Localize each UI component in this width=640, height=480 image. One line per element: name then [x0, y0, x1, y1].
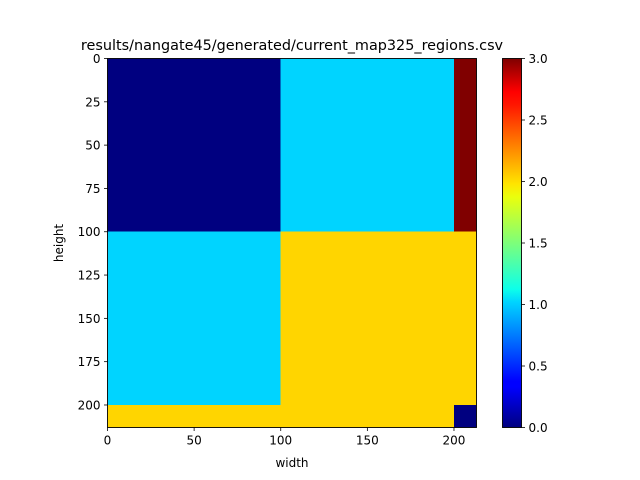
y-tick-label: 150: [78, 312, 101, 326]
y-tick-label: 25: [85, 95, 100, 109]
y-tick-label: 75: [85, 182, 100, 196]
colorbar-tick-label: 1.0: [529, 298, 548, 312]
x-tick-label: 150: [356, 434, 379, 448]
x-tick-label: 0: [104, 434, 112, 448]
y-tick-label: 100: [78, 225, 101, 239]
colorbar-gradient: [502, 58, 522, 428]
x-axis-label: width: [275, 456, 308, 470]
y-axis-ticks: 0 25 50 75 100 125 150 175 200: [78, 52, 108, 412]
heatmap-region-1: [280, 58, 454, 232]
heatmap-region-3: [107, 231, 281, 405]
chart-title: results/nangate45/generated/current_map3…: [81, 38, 504, 54]
y-tick-label: 50: [85, 139, 100, 153]
colorbar-tick-label: 2.0: [529, 175, 548, 189]
y-tick-label: 200: [78, 398, 101, 412]
colorbar-tick-label: 1.5: [529, 237, 548, 251]
heatmap-region-5: [107, 404, 454, 428]
plot-area: 0 50 100 150 200 0 25 50 75 100 125 150 175 200: [78, 52, 477, 448]
heatmap-region-4: [280, 231, 477, 405]
x-axis-ticks: 0 50 100 150 200: [104, 427, 466, 448]
y-tick-label: 0: [93, 52, 101, 66]
x-tick-label: 200: [443, 434, 466, 448]
x-tick-label: 100: [269, 434, 292, 448]
heatmap-cells: [107, 58, 477, 428]
y-tick-label: 175: [78, 355, 101, 369]
colorbar-tick-label: 0.0: [529, 421, 548, 435]
colorbar-tick-label: 0.5: [529, 360, 548, 374]
plot-frame: [107, 58, 477, 428]
heatmap-region-6: [453, 404, 477, 428]
colorbar: 0.0 0.5 1.0 1.5 2.0 2.5 3.0: [502, 52, 548, 435]
heatmap-region-2: [453, 58, 477, 232]
colorbar-tick-label: 2.5: [529, 114, 548, 128]
colorbar-tick-label: 3.0: [529, 52, 548, 66]
y-tick-label: 125: [78, 269, 101, 283]
heatmap-region-0: [107, 58, 281, 232]
x-tick-label: 50: [186, 434, 201, 448]
y-axis-label: height: [52, 224, 66, 263]
colorbar-ticks: 0.0 0.5 1.0 1.5 2.0 2.5 3.0: [521, 52, 548, 435]
